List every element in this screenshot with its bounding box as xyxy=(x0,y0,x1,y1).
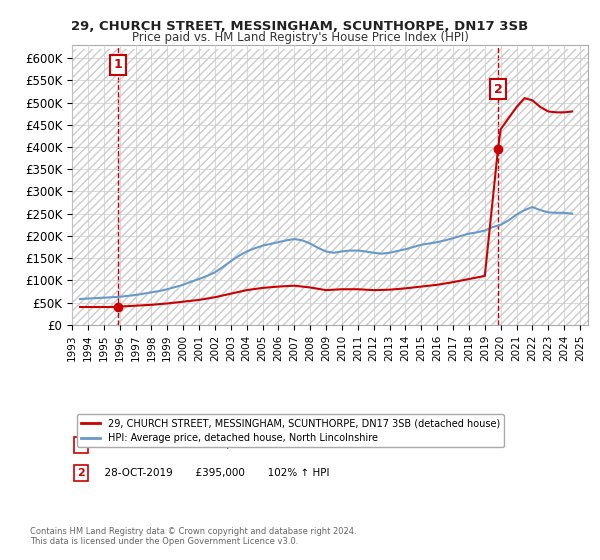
Legend: 29, CHURCH STREET, MESSINGHAM, SCUNTHORPE, DN17 3SB (detached house), HPI: Avera: 29, CHURCH STREET, MESSINGHAM, SCUNTHORP… xyxy=(77,414,505,447)
Text: Price paid vs. HM Land Registry's House Price Index (HPI): Price paid vs. HM Land Registry's House … xyxy=(131,31,469,44)
Text: 29-NOV-1995          £40,000          32% ↓ HPI: 29-NOV-1995 £40,000 32% ↓ HPI xyxy=(98,440,337,450)
Text: 2: 2 xyxy=(77,468,85,478)
Text: 28-OCT-2019       £395,000       102% ↑ HPI: 28-OCT-2019 £395,000 102% ↑ HPI xyxy=(98,468,329,478)
Text: 29, CHURCH STREET, MESSINGHAM, SCUNTHORPE, DN17 3SB: 29, CHURCH STREET, MESSINGHAM, SCUNTHORP… xyxy=(71,20,529,32)
Text: Contains HM Land Registry data © Crown copyright and database right 2024.
This d: Contains HM Land Registry data © Crown c… xyxy=(30,526,356,546)
Text: 1: 1 xyxy=(114,58,122,71)
Text: 2: 2 xyxy=(494,83,502,96)
Text: 1: 1 xyxy=(77,440,85,450)
